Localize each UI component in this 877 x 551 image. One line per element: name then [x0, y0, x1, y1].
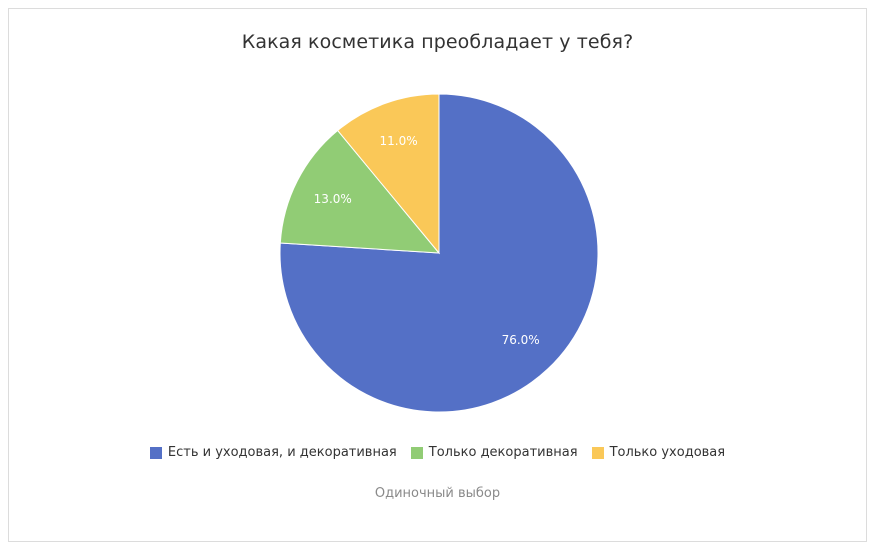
slice-care[interactable]	[336, 93, 440, 255]
slice-value-label: 11.0%	[380, 134, 418, 148]
chart-title: Какая косметика преобладает у тебя?	[241, 31, 634, 53]
legend-item-both[interactable]: Есть и уходовая, и декоративная	[149, 445, 397, 460]
chart-card: Какая косметика преобладает у тебя? 76.0…	[8, 8, 867, 542]
question-type: Одиночный выбор	[374, 486, 501, 501]
slice-value-label: 13.0%	[314, 192, 352, 206]
legend-swatch	[591, 446, 604, 459]
legend-item-decorative[interactable]: Только декоративная	[410, 445, 578, 460]
legend-label: Есть и уходовая, и декоративная	[167, 445, 397, 460]
legend-label: Только декоративная	[428, 445, 578, 460]
legend-item-care[interactable]: Только уходовая	[591, 445, 726, 460]
legend-label: Только уходовая	[609, 445, 726, 460]
legend-swatch	[149, 446, 162, 459]
legend-swatch	[410, 446, 423, 459]
slice-decorative[interactable]	[279, 129, 441, 254]
slice-value-label: 76.0%	[502, 333, 540, 347]
pie-chart: 76.0% 13.0% 11.0%	[279, 93, 599, 413]
chart-legend: Есть и уходовая, и декоративная Только д…	[9, 445, 866, 460]
